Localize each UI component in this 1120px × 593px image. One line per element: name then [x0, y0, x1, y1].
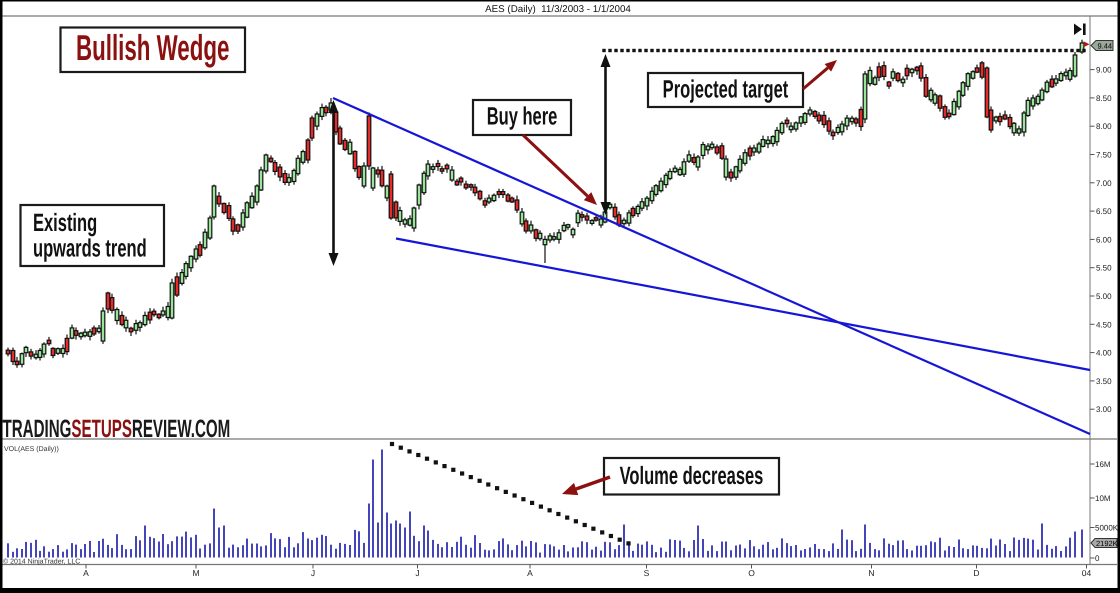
svg-text:upwards trend: upwards trend [33, 235, 147, 263]
svg-text:Projected target: Projected target [663, 76, 789, 104]
svg-text:© 2014 NinjaTrader, LLC: © 2014 NinjaTrader, LLC [3, 558, 80, 566]
svg-text:5.50: 5.50 [1096, 264, 1112, 273]
svg-text:8.00: 8.00 [1096, 122, 1112, 131]
svg-text:S: S [644, 568, 650, 578]
svg-text:D: D [973, 568, 979, 578]
svg-text:N: N [868, 568, 874, 578]
svg-text:7.00: 7.00 [1096, 179, 1112, 188]
svg-text:04: 04 [1082, 568, 1092, 578]
svg-text:0: 0 [1095, 554, 1100, 563]
svg-text:J: J [311, 568, 315, 578]
svg-text:Bullish Wedge: Bullish Wedge [76, 27, 229, 68]
svg-text:4.50: 4.50 [1096, 320, 1112, 329]
svg-text:AES (Daily) 11/3/2003 - 1/1/2: AES (Daily) 11/3/2003 - 1/1/2004 [485, 4, 631, 15]
svg-text:M: M [192, 568, 199, 578]
svg-text:2192K: 2192K [1096, 539, 1118, 548]
svg-text:9.00: 9.00 [1096, 66, 1112, 75]
svg-text:5.00: 5.00 [1096, 292, 1112, 301]
svg-text:10M: 10M [1095, 494, 1111, 503]
svg-text:4.00: 4.00 [1096, 349, 1112, 358]
svg-text:A: A [83, 568, 89, 578]
svg-text:3.00: 3.00 [1096, 405, 1112, 414]
svg-text:J: J [415, 568, 419, 578]
svg-text:9.44: 9.44 [1098, 41, 1113, 50]
svg-text:6.00: 6.00 [1096, 235, 1112, 244]
svg-text:Volume decreases: Volume decreases [620, 462, 764, 490]
svg-text:TRADINGSETUPSREVIEW.COM: TRADINGSETUPSREVIEW.COM [3, 415, 231, 443]
svg-text:8.50: 8.50 [1096, 94, 1112, 103]
svg-text:16M: 16M [1095, 460, 1111, 469]
svg-text:VOL(AES (Daily)): VOL(AES (Daily)) [4, 445, 59, 453]
svg-text:Buy here: Buy here [487, 103, 558, 131]
svg-text:A: A [527, 568, 533, 578]
svg-text:7.50: 7.50 [1096, 151, 1112, 160]
svg-text:5000K: 5000K [1095, 524, 1119, 533]
svg-text:Existing: Existing [33, 209, 97, 237]
svg-text:3.50: 3.50 [1096, 377, 1112, 386]
svg-text:O: O [748, 568, 755, 578]
svg-text:6.50: 6.50 [1096, 207, 1112, 216]
